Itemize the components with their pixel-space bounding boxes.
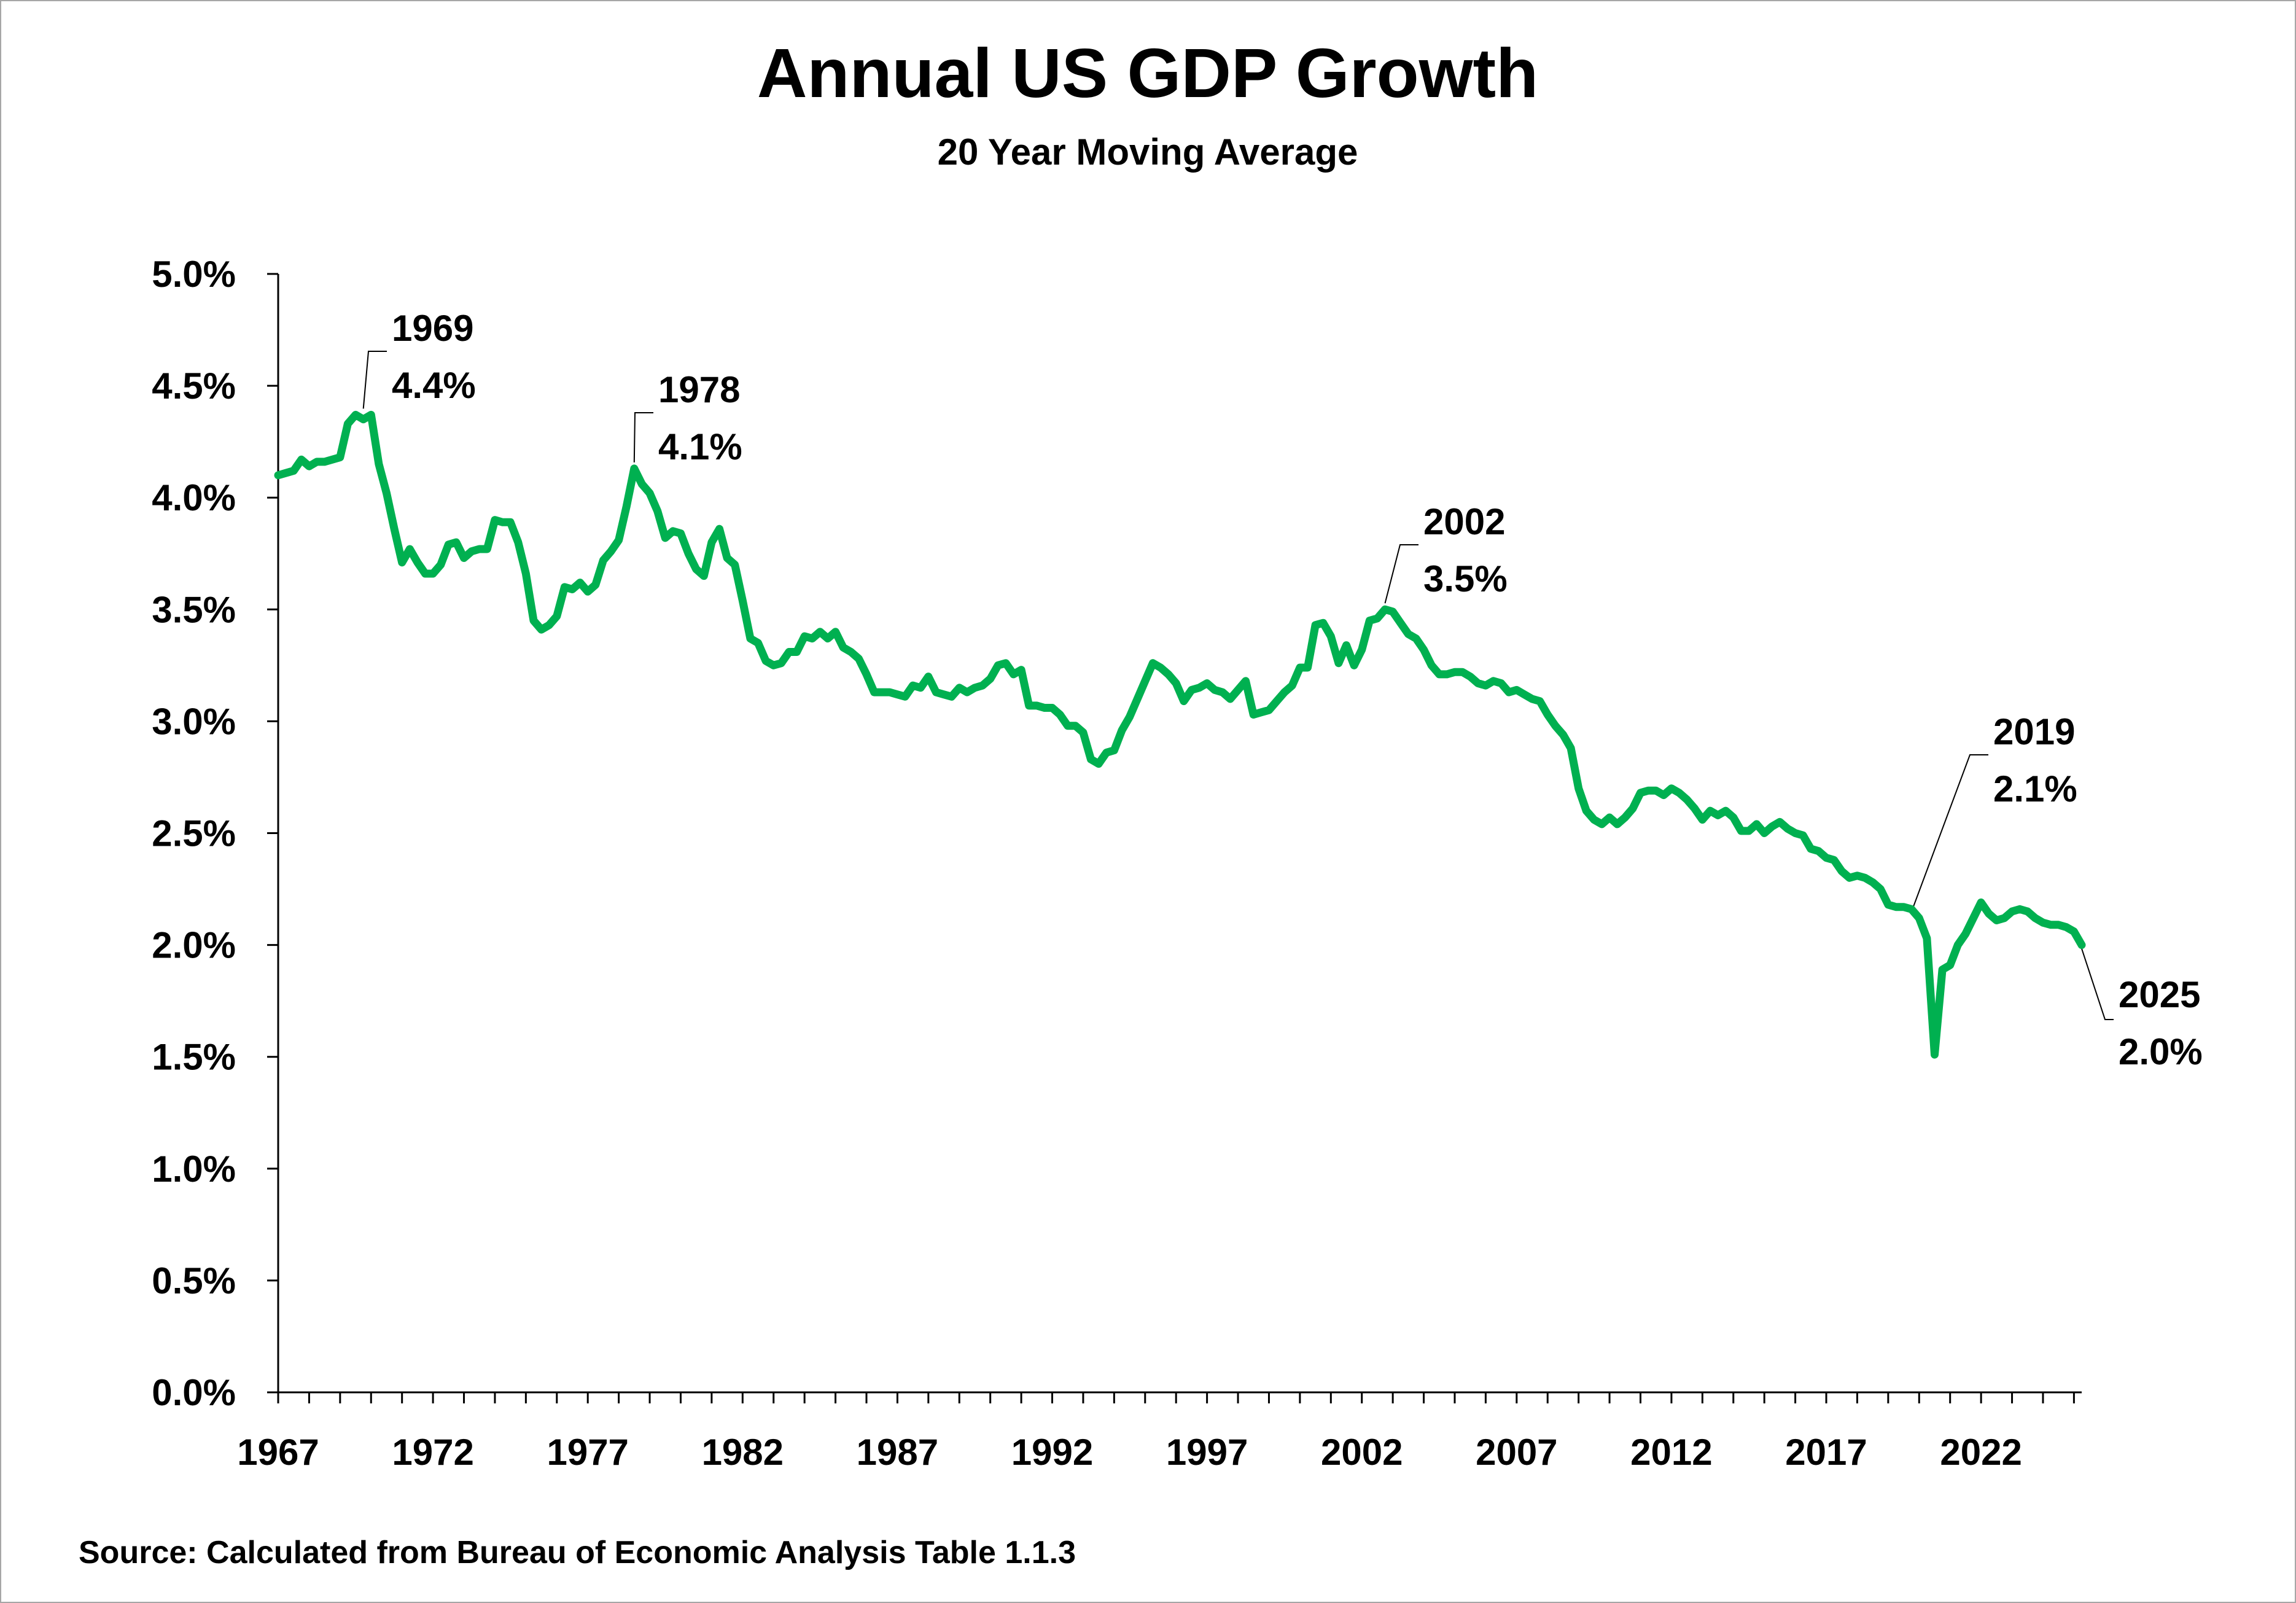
- annotation-leader: [1384, 544, 1418, 604]
- y-tick-label: 1.0%: [152, 1149, 236, 1190]
- x-tick-label: 1967: [237, 1432, 319, 1473]
- x-tick-label: 1982: [702, 1432, 784, 1473]
- axes: [277, 274, 2082, 1394]
- x-tick-label: 1997: [1166, 1432, 1248, 1473]
- annotation-year: 2019: [1993, 711, 2075, 752]
- y-tick-label: 4.5%: [152, 365, 236, 407]
- y-tick-label: 2.5%: [152, 813, 236, 854]
- annotation-year: 1969: [392, 308, 473, 349]
- x-tick-label: 2012: [1630, 1432, 1712, 1473]
- y-tick-label: 3.5%: [152, 589, 236, 630]
- x-tick-label: 1987: [857, 1432, 938, 1473]
- annotation-year: 2025: [2119, 974, 2200, 1015]
- annotation-value: 4.4%: [392, 365, 476, 406]
- annotation-leader: [2081, 948, 2114, 1020]
- x-tick-label: 2022: [1940, 1432, 2022, 1473]
- annotation-leader: [1910, 754, 1988, 913]
- y-tick-label: 0.5%: [152, 1260, 236, 1301]
- series-line: [274, 410, 2086, 1059]
- y-ticks: 0.0% 0.5% 1.0% 1.5% 2.0% 2.5% 3.0% 3.5% 4.0% 4.5%…: [152, 254, 278, 1413]
- x-tick-label: 2002: [1321, 1432, 1403, 1473]
- annotation-value: 3.5%: [1423, 558, 1508, 599]
- y-tick-label: 3.0%: [152, 701, 236, 742]
- source-note: Source: Calculated from Bureau of Econom…: [79, 1535, 1076, 1570]
- annotation-year: 2002: [1423, 501, 1505, 542]
- annotation-value: 2.0%: [2119, 1031, 2203, 1072]
- y-tick-label: 5.0%: [152, 254, 236, 295]
- y-tick-label: 0.0%: [152, 1372, 236, 1413]
- chart-subtitle: 20 Year Moving Average: [938, 131, 1358, 173]
- x-ticks: 1967 1972 1977 1982 1987 1992 1997 2002 2007 2012…: [237, 1392, 2075, 1473]
- x-tick-label: 1992: [1011, 1432, 1093, 1473]
- annotation-value: 2.1%: [1993, 768, 2077, 809]
- annotation-year: 1978: [658, 369, 740, 410]
- x-tick-label: 2007: [1476, 1432, 1557, 1473]
- annotation-leader: [633, 412, 653, 462]
- annotations: 1969 4.4% 1978 4.1% 2002 3.5% 2019 2.1% 2025 2.0%: [362, 308, 2203, 1072]
- series-layer: [274, 410, 2086, 1059]
- x-tick-label: 1972: [392, 1432, 473, 1473]
- y-tick-label: 1.5%: [152, 1037, 236, 1078]
- annotation-leader: [362, 351, 387, 409]
- y-tick-label: 4.0%: [152, 477, 236, 518]
- y-tick-label: 2.0%: [152, 925, 236, 966]
- x-tick-label: 1977: [547, 1432, 628, 1473]
- x-tick-label: 2017: [1785, 1432, 1867, 1473]
- annotation-value: 4.1%: [658, 426, 742, 467]
- chart-title: Annual US GDP Growth: [757, 34, 1538, 112]
